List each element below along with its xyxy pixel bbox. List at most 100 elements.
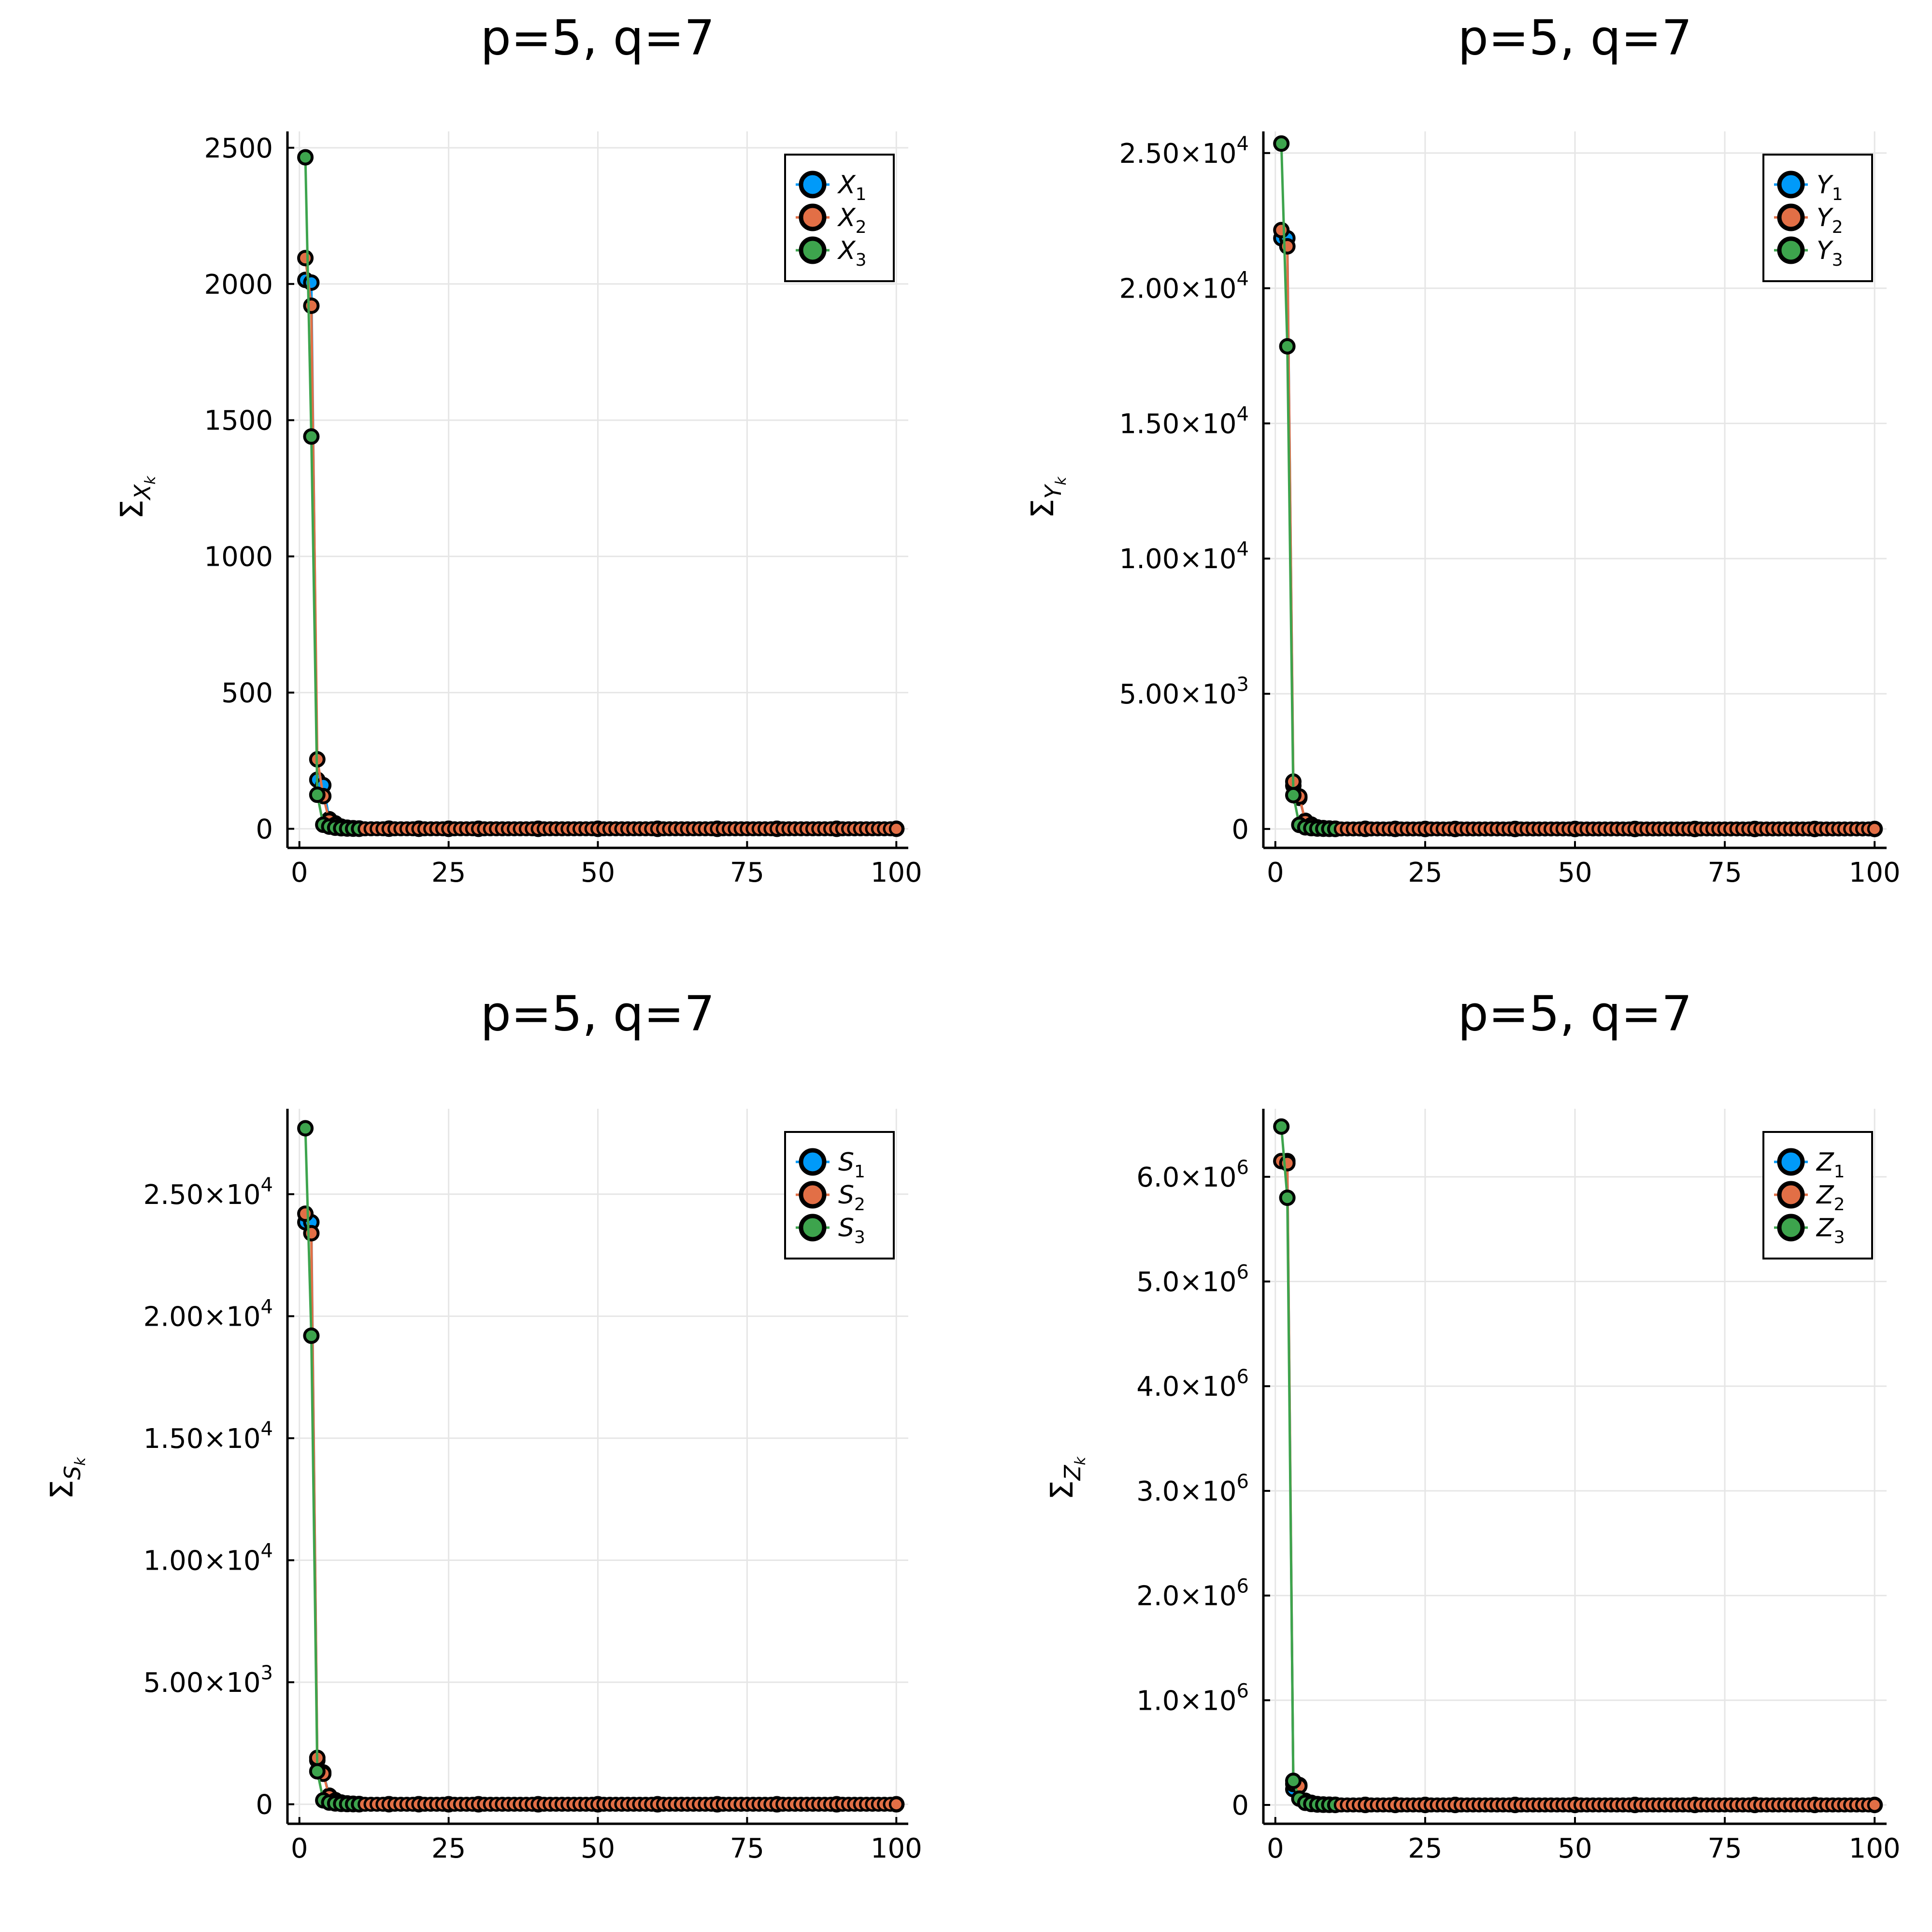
legend-entry: Z1 [1816,1148,1845,1182]
x-tick-label: 100 [871,1833,922,1864]
y-tick-label: 1.50×104 [1119,403,1249,440]
data-point [297,250,314,267]
legend-entry: Z2 [1816,1181,1845,1215]
grid [1263,1109,1887,1824]
x-tick-label: 50 [1558,1833,1592,1864]
legend-marker [1777,1181,1805,1209]
series-S3 [297,1120,368,1813]
x-tick-label: 25 [431,1833,466,1864]
y-tick-label: 2000 [204,269,273,301]
grid [287,131,908,848]
data-point [888,821,904,837]
series-tail-markers [1333,1797,1882,1813]
legend-marker [799,203,827,231]
legend-entry: X2 [837,203,867,237]
data-point [309,787,326,803]
subplot-title: p=5, q=7 [1458,9,1692,66]
data-point [297,1120,314,1137]
x-tick-label: 50 [581,857,615,888]
y-tick-label: 2500 [204,133,273,164]
y-tick-label: 0 [256,1789,273,1821]
x-tick-label: 25 [1408,857,1442,888]
y-tick-label: 0 [1231,814,1249,845]
y-tick-label: 5.00×103 [1119,673,1249,710]
y-axis-label: ΣSk [44,1457,89,1500]
subplot-title: p=5, q=7 [1458,985,1692,1042]
y-tick-label: 1000 [204,542,273,573]
y-tick-label: 1.50×104 [143,1418,273,1455]
y-tick-label: 6.0×106 [1136,1157,1249,1193]
data-point [297,149,314,166]
data-point [1273,222,1290,239]
data-point [1279,1155,1296,1172]
y-tick-label: 4.0×106 [1136,1366,1249,1402]
y-tick-label: 1500 [204,405,273,437]
x-tick-label: 0 [291,1833,308,1864]
x-tick-label: 75 [1707,857,1742,888]
series-tail-markers [358,821,904,837]
y-tick-label: 1.0×106 [1136,1680,1249,1717]
data-point [1279,338,1296,355]
legend-marker [1777,171,1805,199]
data-point [1273,1118,1290,1135]
legend-entry: S1 [838,1148,865,1182]
legend-entry: S2 [838,1181,865,1215]
y-tick-label: 2.00×104 [143,1296,273,1332]
y-tick-label: 0 [256,814,273,845]
legend-marker [1777,1214,1805,1242]
legend-marker [1777,203,1805,231]
data-point [303,274,320,291]
data-point [303,1225,320,1242]
legend-entry: Y3 [1817,236,1843,270]
legend-entry: Y1 [1817,171,1843,204]
x-tick-label: 0 [1267,1833,1284,1864]
x-tick-label: 25 [431,857,466,888]
series-tail-markers [358,1797,904,1812]
y-tick-label: 500 [221,678,273,709]
x-tick-label: 0 [1267,857,1284,888]
legend-marker [799,1148,827,1176]
subplot-1: p=5, q=70 25 50 75 10005001000150020002500ΣX… [114,9,922,888]
x-tick-label: 75 [1707,1833,1742,1864]
x-tick-label: 100 [1849,857,1901,888]
grid [1263,131,1887,848]
data-point [303,297,320,314]
x-tick-label: 50 [1558,857,1592,888]
legend-marker [799,1214,827,1242]
subplot-2: p=5, q=7 0 25 50 75 100 0 5.00×103 1.00×104 1.50×… [1025,9,1901,888]
y-axis-label: ΣYk [1025,476,1070,518]
legend-entry: Z3 [1816,1214,1845,1247]
subplot-4: p=5, q=7 0 25 50 75 100 0 1.0×106 2.0×106 3.0×106… [1045,985,1901,1864]
data-point [1285,1773,1302,1789]
x-tick-label: 100 [871,857,922,888]
legend-entry: Y2 [1817,203,1843,237]
y-tick-label: 1.00×104 [1119,538,1249,575]
legend-marker [1777,236,1805,264]
subplot-title: p=5, q=7 [480,9,715,66]
legend-entry: S3 [838,1214,865,1247]
x-tick-label: 0 [291,857,308,888]
y-axis-label: ΣXk [114,475,159,519]
y-tick-label: 2.0×106 [1136,1575,1249,1612]
y-tick-label: 5.00×103 [143,1662,273,1699]
y-tick-label: 2.00×104 [1119,268,1249,305]
data-point [1279,238,1296,255]
y-tick-label: 3.0×106 [1136,1471,1249,1507]
y-tick-label: 1.00×104 [143,1540,273,1576]
x-tick-label: 75 [730,857,764,888]
x-tick-label: 50 [581,1833,615,1864]
x-tick-label: 25 [1408,1833,1442,1864]
series-Y3 [1273,135,1344,837]
subplot-title: p=5, q=7 [480,985,715,1042]
legend-entry: X3 [837,236,867,270]
series-tail-markers [1333,821,1882,837]
y-tick-label: 5.0×106 [1136,1261,1249,1298]
y-tick-label: 2.50×104 [1119,133,1249,170]
y-axis-label: ΣZk [1045,1456,1089,1500]
data-point [1867,821,1882,837]
x-tick-label: 100 [1849,1833,1901,1864]
